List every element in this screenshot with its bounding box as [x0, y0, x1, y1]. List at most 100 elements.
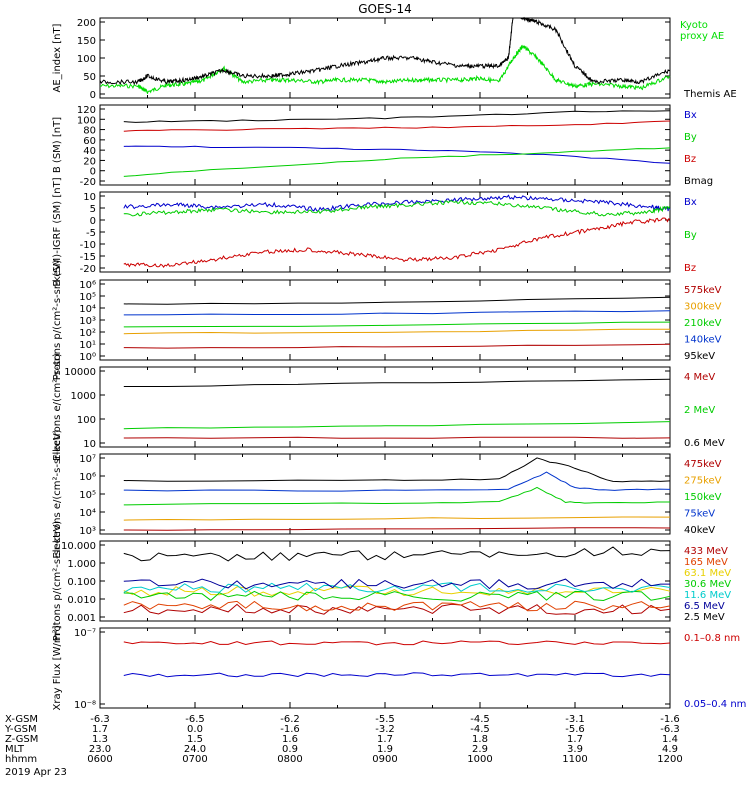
y-tick-label: 10⁻⁸: [74, 700, 96, 711]
ephemeris-value: 1.3: [92, 734, 108, 745]
y-tick-label: 0.100: [67, 577, 96, 588]
y-axis-label: B (SM) [nT]: [52, 117, 63, 173]
y-tick-label: 0: [90, 90, 96, 101]
y-tick-label: 40: [83, 146, 96, 157]
ephemeris-row-label: Y-GSM: [4, 724, 37, 735]
series-line-bsm-2: [123, 120, 671, 132]
ephemeris-value: 2.9: [472, 744, 488, 755]
ephemeris-value: 0700: [182, 754, 207, 765]
y-tick-label: 10⁶: [79, 280, 96, 291]
series-line-protons-3: [123, 310, 671, 316]
ephemeris-value: 0.9: [282, 744, 298, 755]
y-tick-label: -20: [80, 264, 96, 275]
ephemeris-value: 4.9: [662, 744, 678, 755]
ephemeris-value: -5.6: [565, 724, 585, 735]
legend-label: 63.1 MeV: [684, 568, 731, 579]
y-tick-label: -5: [86, 228, 96, 239]
ephemeris-value: -5.5: [375, 714, 395, 725]
ephemeris-row-label: MLT: [5, 744, 25, 755]
ephemeris-value: 1.7: [567, 734, 583, 745]
legend-label: By: [684, 132, 697, 143]
ephemeris-value: 1.6: [282, 734, 298, 745]
y-tick-label: 10²: [79, 328, 96, 339]
series-line-bsm-3: [123, 110, 671, 123]
legend-label: 40keV: [684, 525, 715, 536]
series-line-electrons_kev-4: [123, 457, 671, 483]
y-axis-label: Xray Flux [W/m²]: [52, 625, 63, 710]
panel-frame: [99, 366, 671, 448]
y-tick-label: 60: [83, 136, 96, 147]
y-tick-label: 20: [83, 156, 96, 167]
ephemeris-value: -4.5: [470, 714, 490, 725]
ephemeris-value: -1.6: [660, 714, 680, 725]
ephemeris-value: 1.4: [662, 734, 678, 745]
legend-label: 4 MeV: [684, 372, 715, 383]
series-line-protons_mev-4: [123, 582, 671, 593]
series-line-xray-1: [123, 672, 671, 678]
legend-label: Bmag: [684, 176, 713, 187]
ephemeris-value: -6.3: [90, 714, 110, 725]
series-line-bsm-0: [123, 145, 671, 164]
y-axis-label: AE_index [nT]: [52, 23, 63, 92]
legend-label: 11.6 MeV: [684, 590, 731, 601]
ephemeris-value: -4.5: [470, 724, 490, 735]
y-tick-label: 50: [83, 72, 96, 83]
legend-label: 300keV: [684, 302, 722, 313]
y-axis-label: Protons p/(cm²-s-sr-keV): [52, 260, 63, 381]
ephemeris-row-label: X-GSM: [5, 714, 38, 725]
legend-label: 75keV: [684, 509, 715, 520]
ephemeris-value: -1.6: [280, 724, 300, 735]
legend-label: 210keV: [684, 318, 722, 329]
legend-label: 6.5 MeV: [684, 601, 725, 612]
y-tick-label: 10³: [79, 526, 96, 537]
ephemeris-value: 1.7: [377, 734, 393, 745]
ephemeris-value: 23.0: [89, 744, 111, 755]
ephemeris-row-label: Z-GSM: [5, 734, 38, 745]
y-axis-label: B (SM)-IGRF (SM) [nT]: [52, 177, 63, 286]
ephemeris-value: 0600: [87, 754, 112, 765]
series-line-electrons_mev-2: [123, 378, 671, 387]
y-tick-label: 100: [77, 115, 96, 126]
y-tick-label: 10.000: [61, 541, 96, 552]
y-tick-label: 0: [90, 167, 96, 178]
y-tick-label: 10: [83, 192, 96, 203]
y-tick-label: -15: [80, 252, 96, 263]
y-tick-label: 10⁶: [79, 472, 96, 483]
series-line-electrons_kev-2: [123, 486, 670, 506]
series-line-electrons_mev-0: [123, 436, 671, 439]
y-tick-label: -10: [80, 240, 96, 251]
series-line-protons_mev-5: [123, 578, 670, 590]
y-tick-label: 0: [90, 216, 96, 227]
legend-label: 275keV: [684, 476, 722, 487]
y-tick-label: 10: [83, 439, 96, 450]
legend-label: Bz: [684, 154, 696, 165]
legend-label: 30.6 MeV: [684, 579, 731, 590]
legend-label: By: [684, 230, 697, 241]
y-tick-label: 10⁰: [79, 352, 96, 363]
ephemeris-row-label: hhmm: [5, 754, 37, 765]
series-line-ae-1: [99, 16, 671, 86]
y-tick-label: 10⁴: [79, 508, 96, 519]
panel-electrons_kev: 10³ 10⁴ 10⁵ 10⁶ 10⁷ Electrons e/(cm²-s-sr-keV…: [52, 429, 722, 558]
ephemeris-value: -6.5: [185, 714, 205, 725]
ephemeris-value: 0800: [277, 754, 302, 765]
legend-label: 2.5 MeV: [684, 612, 725, 623]
ephemeris-value: 1100: [562, 754, 587, 765]
series-line-protons-1: [123, 328, 670, 335]
legend-label: 575keV: [684, 285, 722, 296]
y-axis-label: Electrons e/(cm²-s-sr-keV): [52, 429, 63, 558]
series-line-bigrf-2: [123, 217, 671, 268]
ephemeris-value: 24.0: [184, 744, 206, 755]
legend-label: 140keV: [684, 335, 722, 346]
y-axis-label: Protons p/(cm²-s-sr-keV): [52, 521, 63, 642]
series-line-protons_mev-0: [123, 603, 671, 615]
series-line-ae-0: [99, 44, 671, 94]
ephemeris-value: 1.7: [92, 724, 108, 735]
legend-label: 95keV: [684, 351, 715, 362]
legend-label: 0.05–0.4 nm: [684, 699, 746, 710]
y-tick-label: 1000: [71, 391, 96, 402]
